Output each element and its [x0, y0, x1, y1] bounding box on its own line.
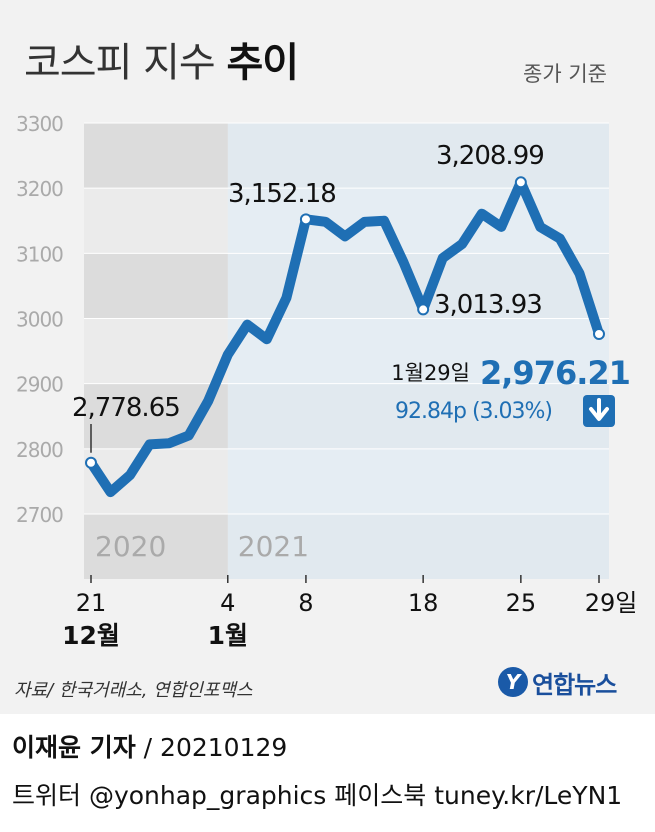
data-point-marker [417, 303, 430, 316]
x-tick-label: 4 [220, 589, 235, 617]
label-last-date: 1월29일 [391, 361, 470, 385]
y-tick-label: 3000 [16, 308, 63, 332]
data-point-marker [514, 176, 527, 189]
basis-note: 종가 기준 [523, 62, 607, 86]
yonhap-logo: Y 연합뉴스 [498, 662, 617, 702]
social-credit: 트위터 @yonhap_graphics 페이스북 tuney.kr/LeYN1 [12, 781, 623, 810]
label-trough-0118: 3,013.93 [434, 290, 542, 320]
x-tick-label: 25 [506, 589, 537, 617]
x-tick-label: 29일 [585, 589, 638, 617]
label-peak-0108: 3,152.18 [228, 179, 336, 209]
reporter-credit: 이재윤 기자 / 20210129 [12, 728, 287, 764]
down-arrow-glyph [589, 398, 609, 421]
x-tick-label: 18 [408, 589, 439, 617]
label-change: 92.84p (3.03%) [395, 399, 552, 424]
data-point-marker [85, 456, 97, 469]
x-tick-label: 21 [76, 589, 107, 617]
y-tick-label: 3300 [16, 112, 63, 136]
source-note: 자료/ 한국거래소, 연합인포맥스 [14, 680, 253, 701]
y-tick-label: 3100 [16, 242, 63, 266]
y-tick-label: 2900 [16, 373, 63, 397]
year-2021-highlight [227, 123, 609, 579]
month-label-dec: 12월 [62, 621, 120, 650]
page-title: 코스피 지수 추이 [24, 40, 299, 86]
year-label-2020: 2020 [95, 530, 166, 563]
data-point-marker [593, 328, 605, 341]
y-tick-label: 3200 [16, 177, 63, 201]
x-tick-label: 8 [298, 589, 313, 617]
y-tick-label: 2800 [16, 438, 63, 462]
label-start-value: 2,778.65 [72, 393, 180, 423]
year-label-2021: 2021 [238, 530, 309, 563]
reporter-name: 이재윤 기자 [12, 733, 136, 762]
month-label-jan: 1월 [208, 621, 248, 650]
kospi-line-chart: 2700 2800 2900 3000 3100 3200 3300 2020 2021 21 4 8… [16, 112, 638, 650]
yonhap-logo-icon: Y [498, 667, 528, 697]
publish-date: / 20210129 [135, 733, 288, 762]
data-point-marker [299, 213, 312, 226]
label-peak-0125: 3,208.99 [436, 141, 544, 171]
series-line [86, 177, 604, 498]
y-tick-label: 2700 [16, 503, 63, 527]
label-last-value: 2,976.21 [480, 354, 630, 392]
yonhap-logo-text: 연합뉴스 [532, 670, 617, 699]
